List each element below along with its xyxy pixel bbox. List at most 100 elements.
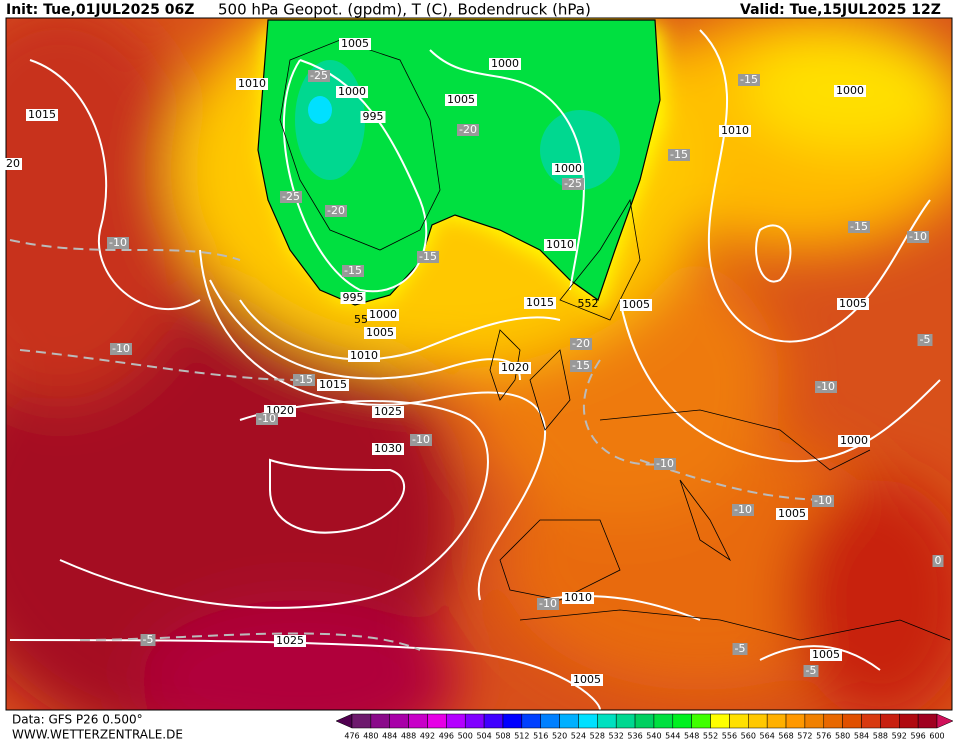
colorbar-label: 544 bbox=[665, 732, 680, 741]
valid-time: Valid: Tue,15JUL2025 12Z bbox=[740, 2, 941, 18]
pressure-label: 995 bbox=[360, 110, 386, 123]
temperature-label-text: -25 bbox=[310, 69, 328, 82]
temperature-label-text: -25 bbox=[282, 190, 300, 203]
temperature-label: 0 bbox=[932, 554, 944, 567]
pressure-label: 1025 bbox=[274, 634, 306, 647]
colorbar-cell bbox=[748, 713, 768, 729]
pressure-label-box bbox=[348, 350, 380, 362]
colorbar-label: 600 bbox=[929, 732, 944, 741]
pressure-label-box bbox=[776, 508, 808, 520]
pressure-label: 1015 bbox=[524, 296, 556, 309]
pressure-label-text: 1000 bbox=[369, 308, 397, 321]
temperature-label-box bbox=[732, 504, 754, 516]
colorbar-label: 572 bbox=[797, 732, 812, 741]
colorbar-label: 528 bbox=[590, 732, 605, 741]
pressure-label-box bbox=[499, 362, 531, 374]
pressure-label-text: 1015 bbox=[319, 378, 347, 391]
geopotential-label-text: 55 bbox=[354, 313, 368, 326]
temperature-label-box bbox=[738, 74, 760, 86]
temperature-label: -5 bbox=[140, 633, 156, 646]
temperature-label-box bbox=[668, 149, 690, 161]
pressure-label-text: 995 bbox=[363, 110, 384, 123]
temperature-label: -15 bbox=[417, 250, 439, 263]
isotherm bbox=[19, 349, 301, 381]
colorbar-cell bbox=[880, 713, 900, 729]
temperature-label: -5 bbox=[917, 333, 933, 346]
coastline bbox=[499, 519, 621, 601]
data-source: Data: GFS P26 0.500° bbox=[12, 713, 143, 727]
pressure-label-text: 1000 bbox=[338, 85, 366, 98]
temperature-label-box bbox=[342, 265, 364, 277]
coastline bbox=[489, 329, 521, 401]
colorbar-label: 476 bbox=[344, 732, 359, 741]
temperature-label: -10 bbox=[537, 597, 559, 610]
temperature-label: -5 bbox=[732, 642, 748, 655]
colorbar-cell bbox=[427, 713, 447, 729]
pressure-label-text: 1005 bbox=[447, 93, 475, 106]
temperature-label-text: -15 bbox=[850, 220, 868, 233]
temperature-label-text: 0 bbox=[935, 554, 942, 567]
temperature-label-box bbox=[815, 381, 837, 393]
temperature-label-text: -10 bbox=[656, 457, 674, 470]
temperature-label-text: -15 bbox=[419, 250, 437, 263]
pressure-label-box bbox=[364, 327, 396, 339]
coastline bbox=[279, 39, 441, 251]
pressure-label-box bbox=[620, 299, 652, 311]
geopotential-label: 55 bbox=[354, 313, 368, 326]
temperature-label-text: -20 bbox=[459, 123, 477, 136]
cold-core bbox=[308, 96, 332, 124]
isobar bbox=[199, 249, 546, 601]
pressure-label: 1000 bbox=[838, 434, 870, 447]
temperature-label-box bbox=[140, 634, 156, 646]
pressure-label-box bbox=[810, 649, 842, 661]
pressure-label: 1025 bbox=[372, 405, 404, 418]
temperature-label-text: -20 bbox=[572, 337, 590, 350]
pressure-label: 1010 bbox=[236, 77, 268, 90]
temperature-label: -10 bbox=[907, 230, 929, 243]
temperature-label-box bbox=[256, 413, 278, 425]
colorbar-cell bbox=[559, 713, 579, 729]
pressure-label-text: 1010 bbox=[546, 238, 574, 251]
pressure-label: 1020 bbox=[499, 361, 531, 374]
colorbar-label: 568 bbox=[778, 732, 793, 741]
colorbar-label: 576 bbox=[816, 732, 831, 741]
temperature-label-box bbox=[917, 334, 933, 346]
temperature-label-box bbox=[732, 643, 748, 655]
isobars bbox=[9, 29, 941, 710]
pressure-label-box bbox=[372, 406, 404, 418]
pressure-label-box bbox=[445, 94, 477, 106]
colorbar-label: 580 bbox=[835, 732, 850, 741]
colorbar-cell bbox=[691, 713, 711, 729]
colorbar-label: 520 bbox=[552, 732, 567, 741]
coastlines bbox=[279, 39, 951, 641]
temperature-label: -10 bbox=[732, 503, 754, 516]
colorbar-cell bbox=[597, 713, 617, 729]
temperature-label: -5 bbox=[803, 664, 819, 677]
temperature-label-box bbox=[293, 374, 315, 386]
map-title: 500 hPa Geopot. (gpdm), T (C), Bodendruc… bbox=[218, 1, 591, 19]
isobar bbox=[759, 645, 881, 671]
temperature-label-box bbox=[907, 231, 929, 243]
pressure-label: 20 bbox=[4, 157, 22, 170]
temperature-label: -15 bbox=[293, 373, 315, 386]
pressure-label-text: 1015 bbox=[526, 296, 554, 309]
colorbar-label: 588 bbox=[873, 732, 888, 741]
temperature-label: -15 bbox=[738, 73, 760, 86]
colorbar-cell bbox=[389, 713, 409, 729]
colorbar-cell bbox=[446, 713, 466, 729]
colorbar-label: 492 bbox=[420, 732, 435, 741]
colorbar-cell bbox=[842, 713, 862, 729]
isobar bbox=[429, 49, 585, 291]
isobar bbox=[29, 59, 201, 311]
pressure-label: 995 bbox=[340, 291, 366, 304]
colorbar-label: 500 bbox=[458, 732, 473, 741]
pressure-label: 1000 bbox=[552, 162, 584, 175]
site-url: WWW.WETTERZENTRALE.DE bbox=[12, 728, 183, 741]
temperature-label-box bbox=[410, 434, 432, 446]
pressure-label-text: 1005 bbox=[341, 37, 369, 50]
colorbar-label: 540 bbox=[646, 732, 661, 741]
temperature-label: -15 bbox=[342, 264, 364, 277]
isotherm bbox=[79, 632, 421, 651]
pressure-label: 1005 bbox=[837, 297, 869, 310]
colorbar-arrow bbox=[936, 713, 954, 729]
